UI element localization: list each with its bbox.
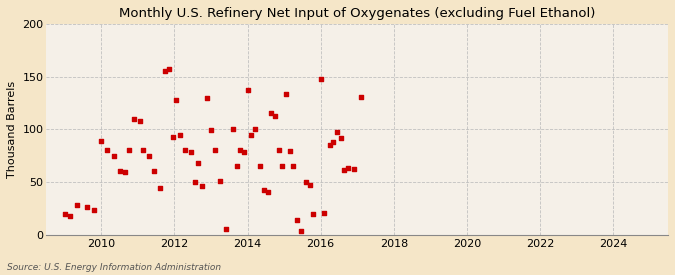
Point	[209, 148, 220, 153]
Point	[155, 186, 165, 191]
Point	[202, 95, 213, 100]
Point	[284, 149, 295, 154]
Point	[124, 148, 134, 153]
Point	[235, 148, 246, 153]
Point	[328, 140, 339, 144]
Point	[215, 179, 225, 183]
Point	[255, 164, 266, 168]
Point	[134, 119, 145, 123]
Point	[263, 190, 273, 195]
Point	[59, 211, 70, 216]
Point	[72, 203, 83, 207]
Point	[96, 139, 107, 143]
Point	[266, 111, 277, 116]
Point	[101, 148, 112, 153]
Point	[348, 167, 359, 172]
Point	[273, 148, 284, 153]
Point	[356, 94, 367, 99]
Point	[119, 170, 130, 175]
Point	[163, 67, 174, 72]
Point	[308, 211, 319, 216]
Point	[186, 150, 196, 155]
Point	[88, 208, 99, 213]
Point	[304, 183, 315, 187]
Point	[109, 153, 119, 158]
Point	[331, 130, 342, 135]
Point	[246, 132, 256, 137]
Point	[220, 227, 231, 232]
Point	[288, 164, 298, 168]
Point	[315, 76, 326, 81]
Point	[129, 117, 140, 121]
Point	[149, 169, 160, 174]
Point	[227, 127, 238, 131]
Point	[189, 180, 200, 184]
Point	[335, 136, 346, 140]
Point	[65, 213, 76, 218]
Point	[250, 127, 261, 131]
Point	[114, 169, 125, 174]
Point	[269, 113, 280, 118]
Point	[242, 88, 253, 92]
Point	[319, 210, 329, 215]
Point	[295, 229, 306, 234]
Point	[343, 166, 354, 170]
Point	[196, 184, 207, 188]
Text: Source: U.S. Energy Information Administration: Source: U.S. Energy Information Administ…	[7, 263, 221, 272]
Point	[277, 164, 288, 168]
Point	[167, 134, 178, 139]
Point	[81, 205, 92, 210]
Point	[281, 92, 292, 97]
Point	[138, 148, 148, 153]
Point	[300, 180, 311, 184]
Point	[174, 132, 185, 137]
Point	[339, 168, 350, 172]
Point	[193, 161, 204, 165]
Point	[180, 148, 191, 153]
Point	[171, 98, 182, 102]
Point	[325, 143, 335, 147]
Y-axis label: Thousand Barrels: Thousand Barrels	[7, 81, 17, 178]
Point	[231, 164, 242, 168]
Point	[143, 153, 154, 158]
Point	[160, 69, 171, 73]
Point	[292, 218, 302, 222]
Point	[259, 188, 269, 192]
Point	[206, 128, 217, 133]
Title: Monthly U.S. Refinery Net Input of Oxygenates (excluding Fuel Ethanol): Monthly U.S. Refinery Net Input of Oxyge…	[119, 7, 595, 20]
Point	[238, 150, 249, 155]
